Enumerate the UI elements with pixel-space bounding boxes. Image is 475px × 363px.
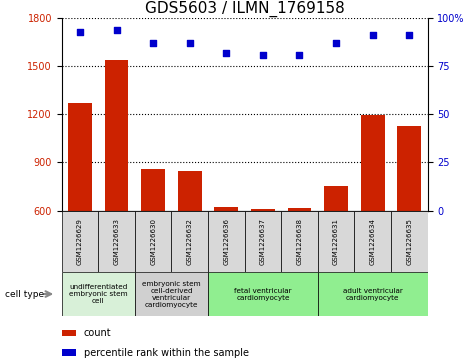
Bar	[141, 169, 165, 211]
Point	[332, 40, 340, 46]
Bar	[391, 211, 428, 272]
Bar	[214, 207, 238, 211]
Bar	[281, 211, 318, 272]
Bar	[62, 272, 135, 316]
Point	[113, 27, 121, 33]
Text: count: count	[84, 329, 111, 338]
Bar	[287, 208, 312, 211]
Text: adult ventricular
cardiomyocyte: adult ventricular cardiomyocyte	[342, 287, 403, 301]
Bar	[62, 211, 98, 272]
Bar	[62, 350, 76, 356]
Text: GSM1226633: GSM1226633	[114, 218, 120, 265]
Bar	[245, 211, 281, 272]
Text: fetal ventricular
cardiomyocyte: fetal ventricular cardiomyocyte	[234, 287, 292, 301]
Point	[222, 50, 230, 56]
Bar	[397, 126, 421, 211]
Point	[295, 52, 304, 58]
Bar	[104, 60, 129, 211]
Bar	[324, 186, 348, 211]
Bar	[68, 103, 92, 211]
Bar	[318, 211, 354, 272]
Bar	[251, 209, 275, 211]
Bar	[361, 115, 385, 211]
Bar	[318, 272, 428, 316]
Bar	[62, 330, 76, 336]
Bar	[98, 211, 135, 272]
Title: GDS5603 / ILMN_1769158: GDS5603 / ILMN_1769158	[145, 1, 344, 17]
Point	[405, 33, 413, 38]
Text: embryonic stem
cell-derived
ventricular
cardiomyocyte: embryonic stem cell-derived ventricular …	[142, 281, 201, 307]
Bar	[208, 211, 245, 272]
Text: GSM1226632: GSM1226632	[187, 218, 193, 265]
Text: GSM1226629: GSM1226629	[77, 218, 83, 265]
Bar	[178, 171, 202, 211]
Text: GSM1226631: GSM1226631	[333, 218, 339, 265]
Bar	[135, 272, 208, 316]
Bar	[354, 211, 391, 272]
Text: percentile rank within the sample: percentile rank within the sample	[84, 348, 249, 358]
Point	[369, 33, 377, 38]
Text: GSM1226634: GSM1226634	[370, 218, 376, 265]
Point	[76, 29, 84, 34]
Text: GSM1226636: GSM1226636	[223, 218, 229, 265]
Text: GSM1226638: GSM1226638	[296, 218, 303, 265]
Bar	[135, 211, 171, 272]
Point	[186, 40, 194, 46]
Point	[259, 52, 267, 58]
Text: GSM1226630: GSM1226630	[150, 218, 156, 265]
Text: GSM1226637: GSM1226637	[260, 218, 266, 265]
Point	[149, 40, 157, 46]
Bar	[208, 272, 318, 316]
Text: undifferentiated
embryonic stem
cell: undifferentiated embryonic stem cell	[69, 284, 128, 304]
Text: cell type: cell type	[5, 290, 44, 298]
Text: GSM1226635: GSM1226635	[406, 218, 412, 265]
Bar	[171, 211, 208, 272]
